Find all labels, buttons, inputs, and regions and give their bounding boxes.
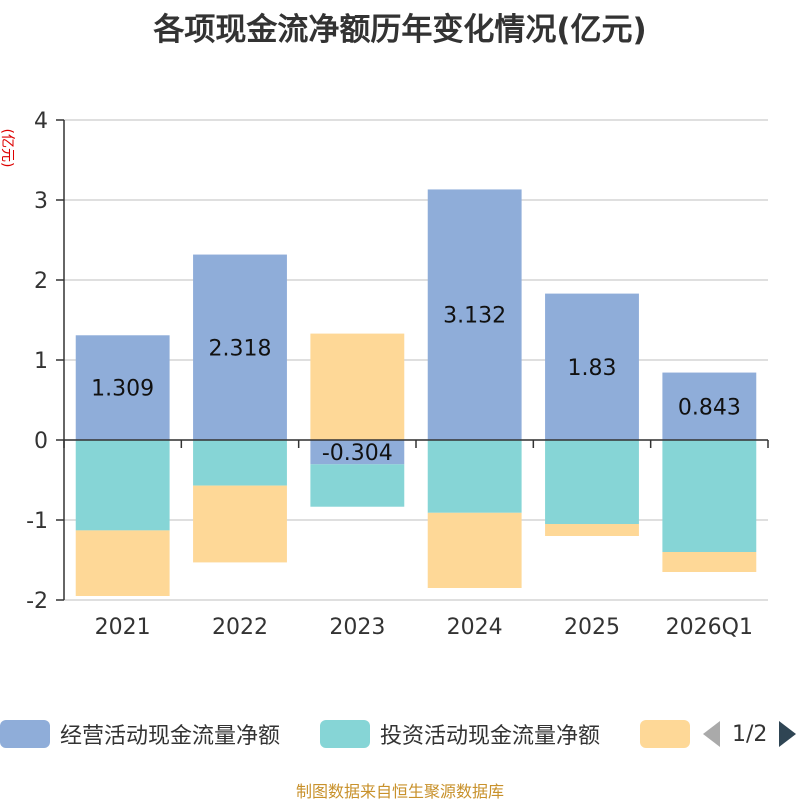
legend-label-operating: 经营活动现金流量净额 (60, 724, 281, 749)
bar-2025-series-2 (545, 524, 639, 536)
legend-pager: 1/2 (703, 712, 797, 756)
x-tick-label-2021: 2021 (95, 615, 151, 640)
bar-2022-series-2 (193, 485, 287, 563)
bar-2021-series-1 (75, 440, 170, 531)
bar-2026Q1-series-2 (662, 552, 757, 572)
x-tick-label-2025: 2025 (564, 615, 620, 640)
data-source-footer: 制图数据来自恒生聚源数据库 (295, 782, 504, 801)
data-label-2022: 2.318 (209, 336, 272, 361)
legend-item-operating[interactable]: 经营活动现金流量净额 (0, 712, 280, 756)
legend-swatch-investing (320, 720, 370, 748)
bar-2026Q1-series-0 (662, 372, 757, 440)
bar-2026Q1-series-1 (662, 440, 757, 552)
legend-next-page-icon[interactable] (779, 721, 797, 747)
bar-2025-series-1 (545, 440, 639, 524)
data-label-2023: -0.304 (322, 441, 393, 466)
data-label-2024: 3.132 (443, 304, 506, 329)
data-labels: 1.309 2.318 -0.304 3.132 1.83 0.843 (91, 304, 741, 466)
y-tick-label-0: -2 (26, 589, 48, 614)
data-label-2025: 1.83 (568, 356, 617, 381)
bars (75, 189, 757, 596)
y-tick-label-6: 4 (34, 109, 48, 134)
chart-title: 各项现金流净额历年变化情况(亿元) (153, 12, 647, 48)
bar-2024-series-0 (427, 189, 522, 440)
legend-item-financing[interactable] (640, 712, 690, 756)
data-label-2026Q1: 0.843 (678, 395, 741, 420)
legend: 经营活动现金流量净额 投资活动现金流量净额 1/2 (0, 712, 800, 756)
bar-2024-series-1 (427, 440, 522, 513)
stacked-bar-chart: -2 -1 0 1 2 3 4 2021 2022 2023 2024 2025 2026Q1 1.30… (26, 109, 769, 640)
data-label-2021: 1.309 (91, 377, 154, 402)
legend-item-investing[interactable]: 投资活动现金流量净额 (320, 712, 600, 756)
x-tick-label-2022: 2022 (212, 615, 268, 640)
legend-page-indicator: 1/2 (732, 721, 768, 747)
legend-label-investing: 投资活动现金流量净额 (380, 724, 601, 749)
x-tick-label-2024: 2024 (447, 615, 503, 640)
bar-2025-series-0 (545, 293, 639, 440)
axes: -2 -1 0 1 2 3 4 2021 2022 2023 2024 2025 2026Q1 (26, 109, 769, 640)
bar-2021-series-0 (75, 335, 170, 440)
y-tick-label-2: 0 (34, 429, 48, 454)
bar-2023-series-2 (310, 333, 405, 440)
bar-2023-series-0 (310, 440, 405, 465)
bar-2023-series-1 (310, 464, 405, 507)
bar-2022-series-1 (193, 440, 287, 486)
bar-2024-series-2 (427, 512, 522, 588)
y-tick-label-1: -1 (26, 509, 48, 534)
legend-swatch-operating (0, 720, 50, 748)
legend-swatch-financing (640, 720, 690, 748)
y-tick-label-4: 2 (34, 269, 48, 294)
x-tick-label-2023: 2023 (329, 615, 385, 640)
legend-prev-page-icon[interactable] (703, 721, 720, 747)
y-tick-label-3: 1 (34, 349, 48, 374)
bar-2022-series-0 (193, 254, 287, 440)
x-tick-label-2026Q1: 2026Q1 (666, 615, 753, 640)
y-tick-label-5: 3 (34, 189, 48, 214)
bar-2021-series-2 (75, 530, 170, 596)
